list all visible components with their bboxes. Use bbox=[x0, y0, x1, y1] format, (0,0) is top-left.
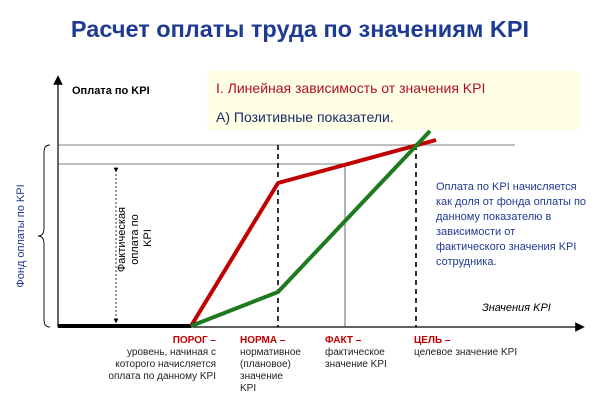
norma-label: НОРМА – нормативное (плановое) значение … bbox=[240, 335, 320, 395]
norma-head: НОРМА – bbox=[240, 335, 286, 346]
explanation-note: Оплата по KPI начисляется как доля от фо… bbox=[436, 181, 587, 268]
page-title: Расчет оплаты труда по значениям KPI bbox=[70, 16, 530, 42]
norma-desc-line: нормативное bbox=[240, 347, 301, 358]
porog-desc-line: уровень, начиная с bbox=[127, 347, 216, 358]
green-pay-curve bbox=[190, 129, 432, 328]
red-pay-curve bbox=[189, 138, 437, 328]
callout-heading: I. Линейная зависимость от значения KPI bbox=[216, 80, 486, 96]
fakt-desc-line: значение KPI bbox=[325, 359, 387, 370]
porog-desc-line: которого начисляется bbox=[115, 359, 216, 370]
fund-brace bbox=[37, 144, 51, 328]
porog-label: ПОРОГ – уровень, начиная с которого начи… bbox=[76, 335, 216, 383]
norma-desc-line: (плановое) bbox=[240, 359, 291, 370]
fakt-label: ФАКТ – фактическое значение KPI bbox=[325, 335, 405, 371]
callout-subheading: А) Позитивные показатели. bbox=[216, 109, 394, 125]
tsel-desc-line: целевое значение KPI bbox=[414, 347, 518, 358]
tsel-label: ЦЕЛЬ – целевое значение KPI bbox=[414, 335, 574, 359]
y-axis-label: Оплата по KPI bbox=[72, 85, 150, 97]
actual-pay-label: Фактическая оплата по KPI bbox=[116, 204, 154, 272]
fund-label: Фонд оплаты по KPI bbox=[15, 184, 27, 287]
porog-desc-line: оплата по данному KPI bbox=[108, 371, 216, 382]
tsel-head: ЦЕЛЬ – bbox=[414, 335, 451, 346]
x-axis-label: Значения KPI bbox=[482, 302, 551, 314]
norma-desc-line: значение bbox=[240, 371, 283, 382]
porog-head: ПОРОГ – bbox=[172, 335, 216, 346]
norma-desc-line: KPI bbox=[240, 383, 257, 394]
actual-pay-label-line: KPI bbox=[142, 229, 154, 247]
actual-pay-label-line: оплата по bbox=[129, 214, 141, 265]
fakt-desc-line: фактическое bbox=[325, 347, 385, 358]
actual-pay-label-line: Фактическая bbox=[116, 207, 128, 272]
callout-box: I. Линейная зависимость от значения KPI … bbox=[207, 71, 580, 130]
fakt-head: ФАКТ – bbox=[325, 335, 362, 346]
